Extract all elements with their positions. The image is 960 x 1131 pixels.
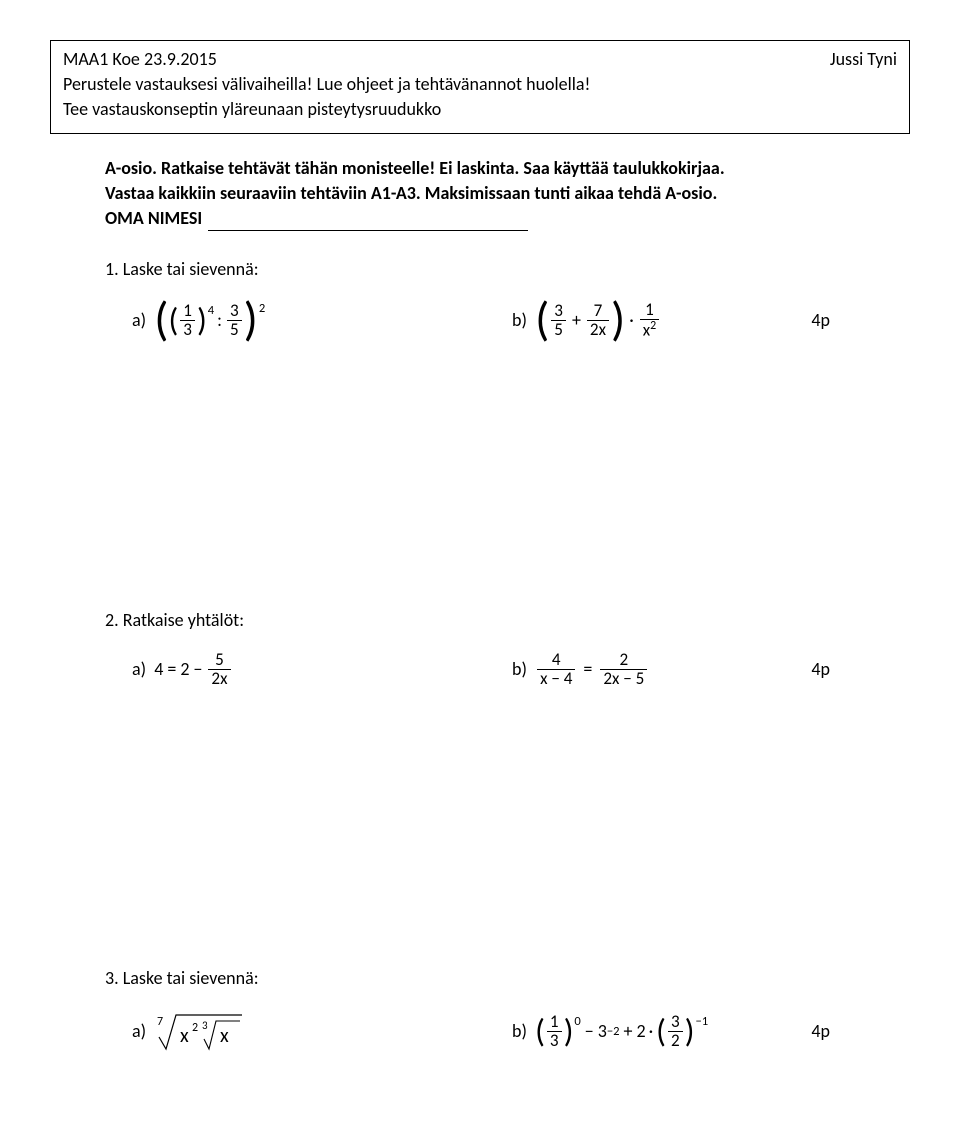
problem-3a: a) 7 x 2 3 x bbox=[132, 1009, 512, 1053]
problem-1-title: 1. Laske tai sievennä: bbox=[50, 257, 910, 282]
course-title: MAA1 Koe 23.9.2015 bbox=[63, 47, 217, 72]
problem-1b: b) ( 35 + 72x ) · 1 x2 4p bbox=[512, 300, 910, 340]
name-label: OMA NIMESI bbox=[105, 207, 202, 229]
label-2b: b) bbox=[512, 657, 527, 682]
label-3a: a) bbox=[132, 1019, 146, 1044]
section-a-intro-2: Vastaa kaikkiin seuraaviin tehtäviin A1-… bbox=[105, 181, 910, 206]
svg-text:x: x bbox=[180, 1024, 189, 1048]
instruction-2: Tee vastauskonseptin yläreunaan pisteyty… bbox=[63, 97, 897, 122]
svg-text:x: x bbox=[220, 1024, 229, 1048]
label-3b: b) bbox=[512, 1019, 527, 1044]
author-name: Jussi Tyni bbox=[830, 47, 897, 72]
problem-3b: b) ( 13 ) 0 − 3−2 + 2 · ( 32 ) −1 4p bbox=[512, 1013, 910, 1050]
problem-2b: b) 4x − 4 = 22x − 5 4p bbox=[512, 651, 910, 688]
points-2: 4p bbox=[811, 657, 910, 682]
problem-3-title: 3. Laske tai sievennä: bbox=[50, 966, 910, 991]
svg-text:3: 3 bbox=[202, 1019, 208, 1032]
label-2a: a) bbox=[132, 657, 146, 682]
problem-1a: a) ( ( 13 ) 4 : 35 ) 2 bbox=[132, 300, 512, 340]
svg-text:7: 7 bbox=[157, 1015, 163, 1029]
points-1: 4p bbox=[811, 308, 910, 333]
header-box: MAA1 Koe 23.9.2015 Jussi Tyni Perustele … bbox=[50, 40, 910, 134]
name-line bbox=[208, 230, 528, 231]
problem-3-row: a) 7 x 2 3 x b) ( 13 ) 0 − 3−2 + 2 · ( bbox=[50, 1009, 910, 1053]
intro-block: A-osio. Ratkaise tehtävät tähän monistee… bbox=[50, 156, 910, 232]
root-icon: 7 x 2 3 x bbox=[154, 1009, 244, 1053]
label-1a: a) bbox=[132, 308, 146, 333]
label-1b: b) bbox=[512, 308, 527, 333]
problem-2a: a) 4 = 2 − 52x bbox=[132, 651, 512, 688]
problem-2-title: 2. Ratkaise yhtälöt: bbox=[50, 608, 910, 633]
svg-text:2: 2 bbox=[192, 1021, 198, 1035]
points-3: 4p bbox=[811, 1019, 910, 1044]
problem-2-row: a) 4 = 2 − 52x b) 4x − 4 = 22x − 5 4p bbox=[50, 651, 910, 688]
problem-1-row: a) ( ( 13 ) 4 : 35 ) 2 b) ( 35 + 72x ) ·… bbox=[50, 300, 910, 340]
instruction-1: Perustele vastauksesi välivaiheilla! Lue… bbox=[63, 72, 897, 97]
section-a-intro: A-osio. Ratkaise tehtävät tähän monistee… bbox=[105, 157, 725, 179]
